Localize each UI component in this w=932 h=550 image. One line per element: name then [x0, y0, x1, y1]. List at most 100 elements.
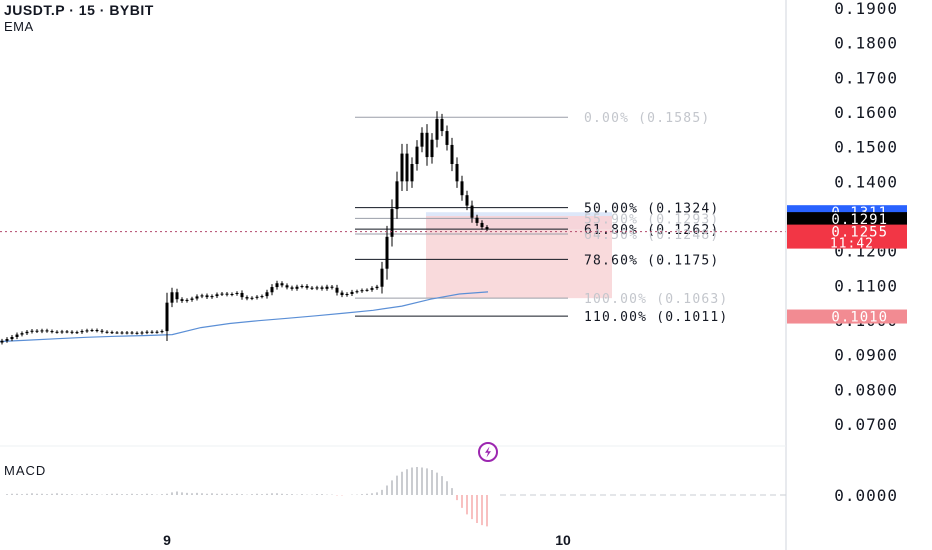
fib-level-label: 55.90% (0.1293)	[584, 212, 719, 227]
candle-body	[455, 164, 459, 182]
candle	[345, 292, 349, 297]
candle-body	[210, 296, 214, 298]
candle	[445, 125, 449, 151]
candle	[460, 175, 464, 201]
y-axis-tick-label: 0.1700	[834, 68, 898, 87]
candle	[285, 283, 289, 290]
candle-body	[360, 290, 364, 292]
price-badge-label: 0.1010	[831, 310, 888, 326]
candle	[400, 143, 404, 192]
candle-body	[225, 293, 229, 295]
candle	[0, 338, 4, 345]
candle-body	[125, 332, 129, 334]
candle	[65, 329, 69, 334]
candle	[30, 329, 34, 334]
candle-body	[260, 296, 264, 298]
candle-body	[270, 287, 274, 293]
candle	[390, 199, 394, 247]
candle-body	[140, 332, 144, 334]
candle	[225, 291, 229, 297]
ema-line	[0, 291, 489, 343]
indicator-label-ema[interactable]: EMA	[4, 19, 34, 34]
candle	[40, 328, 44, 334]
fib-level-label: 110.00% (0.1011)	[584, 310, 728, 325]
candle-body	[300, 286, 304, 288]
lightning-bolt-icon[interactable]	[478, 442, 498, 462]
candle	[470, 200, 474, 223]
candle-body	[45, 330, 49, 332]
candle-body	[290, 287, 294, 289]
symbol-label: JUSDT.P	[4, 2, 65, 18]
candle	[480, 220, 484, 230]
candle-body	[245, 297, 249, 299]
candle-body	[200, 295, 204, 297]
candle-body	[155, 331, 159, 333]
candle	[185, 298, 189, 303]
candle	[375, 284, 379, 290]
candle-body	[165, 302, 169, 332]
candle	[245, 295, 249, 301]
fib-level-label: 100.00% (0.1063)	[584, 292, 728, 307]
candle	[240, 290, 244, 300]
candle-body	[190, 298, 194, 300]
countdown-label: 11:42	[830, 237, 874, 252]
y-axis-tick-label: 0.1400	[834, 172, 898, 191]
candle-body	[265, 292, 269, 297]
candle	[475, 214, 479, 226]
candle-body	[315, 287, 319, 289]
candle-body	[230, 294, 234, 295]
candle	[235, 291, 239, 296]
candle	[405, 143, 409, 192]
candle-body	[70, 331, 74, 333]
candle-body	[0, 340, 4, 343]
candle-body	[215, 294, 219, 297]
indicator-label-macd[interactable]: MACD	[4, 463, 47, 478]
candle	[440, 113, 444, 137]
candle	[455, 157, 459, 188]
candle-body	[400, 153, 404, 182]
candle	[425, 124, 429, 166]
candle	[465, 190, 469, 211]
candle	[205, 293, 209, 300]
candle-body	[255, 296, 259, 298]
candle-body	[75, 332, 79, 334]
candle	[25, 329, 29, 335]
candle	[110, 330, 114, 334]
candle-body	[370, 288, 374, 290]
candle-body	[145, 331, 149, 333]
candle	[250, 296, 254, 301]
candle	[165, 292, 169, 342]
candle-body	[55, 331, 59, 333]
candle	[385, 225, 389, 280]
candle	[55, 330, 59, 334]
candle	[135, 331, 139, 335]
candle-body	[475, 217, 479, 223]
y-axis-tick-label: 0.0700	[834, 415, 898, 434]
candle-body	[450, 144, 454, 164]
candle	[90, 328, 94, 332]
price-badge-label: 0.1255	[831, 225, 888, 241]
candle-body	[65, 331, 69, 333]
candle	[255, 295, 259, 300]
candle	[60, 329, 64, 334]
candle	[260, 294, 264, 299]
candle	[70, 330, 74, 335]
x-axis-tick-label: 9	[163, 532, 171, 548]
candle	[155, 330, 159, 334]
chart-title[interactable]: JUSDT.P · 15 · BYBIT	[4, 2, 154, 18]
candle	[180, 297, 184, 303]
candle	[140, 330, 144, 335]
candle	[360, 288, 364, 293]
candle-body	[375, 286, 379, 289]
candle	[215, 292, 219, 298]
candle-body	[345, 294, 349, 296]
fib-level-label: 64.50% (0.1248)	[584, 228, 719, 243]
candle	[395, 171, 399, 219]
fib-level-label: 61.80% (0.1262)	[584, 223, 719, 238]
candle-body	[130, 332, 134, 334]
candle-body	[395, 181, 399, 210]
candle-body	[235, 292, 239, 294]
candle	[75, 330, 79, 334]
candle	[310, 286, 314, 291]
